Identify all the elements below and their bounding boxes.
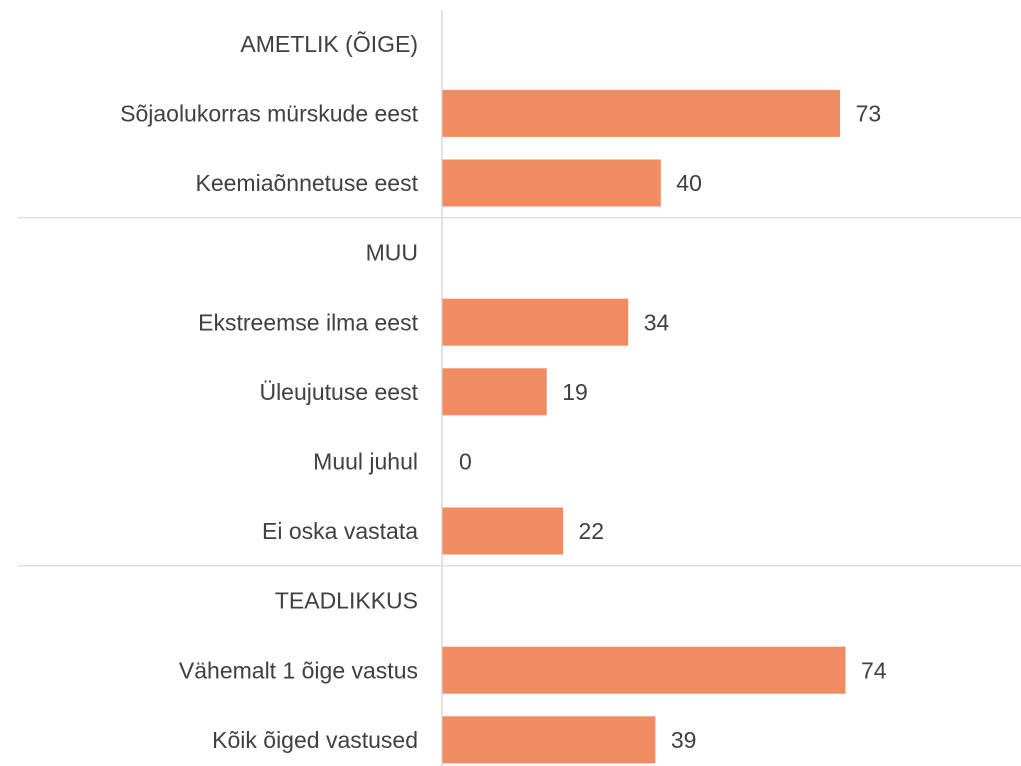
bar	[442, 298, 629, 346]
group-label: MUU	[366, 240, 418, 266]
value-label: 74	[861, 657, 887, 683]
group-label: AMETLIK (ÕIGE)	[240, 30, 418, 57]
value-label: 34	[644, 309, 670, 335]
value-label: 19	[562, 379, 588, 405]
category-label: Muul juhul	[313, 448, 418, 474]
value-label: 39	[671, 727, 697, 753]
bar	[442, 646, 846, 694]
value-label: 0	[459, 448, 472, 474]
value-label: 22	[579, 518, 605, 544]
category-label: Kõik õiged vastused	[212, 727, 418, 753]
category-label: Sõjaolukorras mürskude eest	[120, 100, 418, 126]
bar	[442, 507, 564, 555]
category-label: Üleujutuse eest	[259, 379, 418, 405]
group-label: TEADLIKKUS	[275, 588, 418, 614]
bar	[442, 716, 656, 764]
bar	[442, 368, 547, 416]
category-label: Ei oska vastata	[262, 518, 418, 544]
bar	[442, 89, 841, 137]
category-label: Vähemalt 1 õige vastus	[179, 657, 418, 683]
value-label: 73	[856, 100, 882, 126]
category-label: Keemiaõnnetuse eest	[196, 170, 419, 196]
category-label: Ekstreemse ilma eest	[198, 309, 418, 335]
value-label: 40	[676, 170, 702, 196]
bar	[442, 159, 661, 207]
